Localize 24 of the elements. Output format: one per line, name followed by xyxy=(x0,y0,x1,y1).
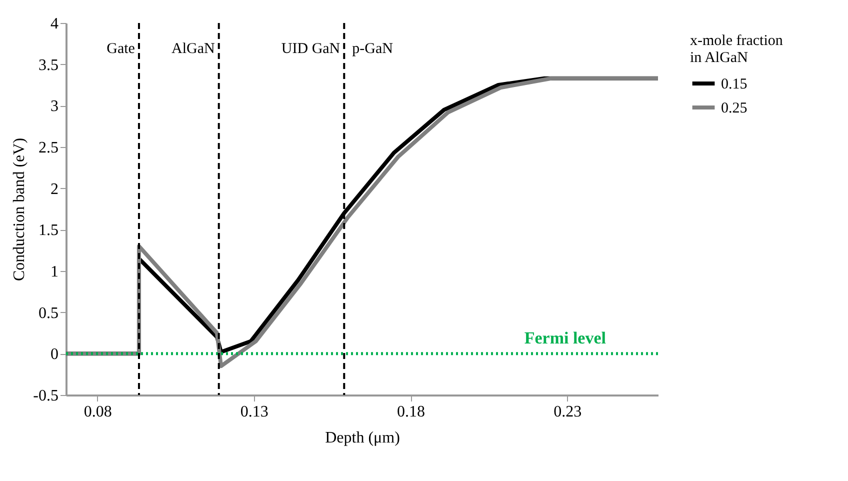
ref-line-label: AlGaN xyxy=(172,41,216,57)
y-tick-label: 1 xyxy=(50,264,58,280)
x-tick-label: 0.08 xyxy=(84,404,112,420)
x-tick-label: 0.18 xyxy=(397,404,426,420)
y-tick-label: 2.5 xyxy=(38,140,58,156)
y-tick-label: 0.5 xyxy=(38,304,58,322)
legend-label: 0.25 xyxy=(721,100,748,116)
x-tick-label: 0.13 xyxy=(240,404,268,420)
x-axis-title: Depth (μm) xyxy=(325,430,400,446)
y-tick-label: 3 xyxy=(50,98,58,116)
y-axis-title: Conduction band (eV) xyxy=(11,138,28,282)
x-tick-label: 0.23 xyxy=(554,404,582,420)
y-tick-label: -0.5 xyxy=(33,388,58,404)
ref-line-label: Fermi level xyxy=(524,328,606,348)
y-tick-label: 3.5 xyxy=(38,56,58,74)
ref-line-label: UID GaN xyxy=(281,41,340,57)
annotation: p-GaN xyxy=(352,41,394,57)
ref-line-label: Gate xyxy=(106,41,136,57)
legend-label: 0.15 xyxy=(721,76,748,92)
y-tick-label: 0 xyxy=(50,346,58,364)
y-tick-label: 1.5 xyxy=(38,222,58,240)
y-tick-label: 4 xyxy=(50,16,58,32)
y-tick-label: 2 xyxy=(50,180,58,198)
legend-title: x-mole fraction in AlGaN xyxy=(690,33,784,66)
